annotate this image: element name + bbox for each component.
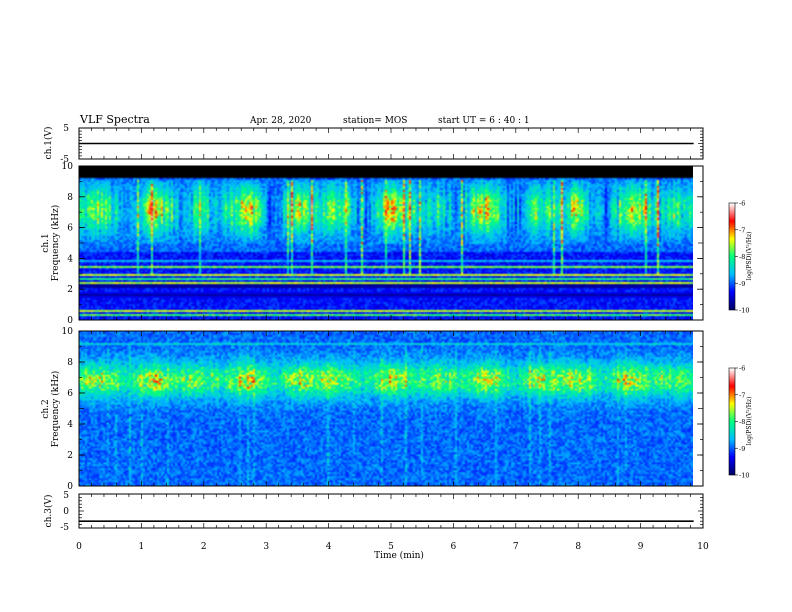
- ch2-spectrogram-yticks: 0 2 4 6 8 10: [62, 327, 703, 492]
- ch1-ytick-5: 5: [63, 124, 69, 134]
- ch1-spectrogram-image: [79, 166, 693, 320]
- colorbar-tick-label: -10: [739, 307, 749, 315]
- ch2-colorbar-gradient: [729, 368, 735, 475]
- ch2-colorbar-label: log(PSD)(V²/Hz): [746, 397, 753, 446]
- y-tick-label: 8: [67, 358, 73, 368]
- ch1-waveform-panel: 5 -5 ch.1(V): [43, 124, 704, 165]
- x-tick-label: 6: [451, 542, 457, 552]
- y-tick-label: 2: [67, 285, 73, 295]
- colorbar-tick-label: -9: [739, 280, 745, 288]
- ch3-ytick-0: 0: [63, 507, 69, 517]
- y-tick-label: 8: [67, 193, 73, 203]
- colorbar-tick-label: -7: [739, 226, 745, 234]
- ch2-colorbar: -6 -7 -8 -9 -10 log(PSD)(V²/Hz): [728, 365, 753, 480]
- x-tick-label: 7: [513, 542, 519, 552]
- x-tick-label: 10: [697, 542, 709, 552]
- y-tick-label: 4: [67, 254, 73, 264]
- ch2-colorbar-ticks: -6 -7 -8 -9 -10: [735, 365, 749, 480]
- x-tick-label: 2: [201, 542, 207, 552]
- ch1-colorbar-label: log(PSD)(V²/Hz): [746, 232, 753, 281]
- x-tick-label: 0: [76, 542, 82, 552]
- ch1-colorbar-ticks: -6 -7 -8 -9 -10: [735, 200, 749, 315]
- ch2-frequency-ylabel: Frequency (kHz): [50, 371, 61, 448]
- y-tick-label: 10: [62, 162, 74, 172]
- x-tick-label: 9: [638, 542, 644, 552]
- ch2-spectrogram-ticks: [78, 330, 704, 487]
- station-label: station= MOS: [343, 116, 407, 126]
- colorbar-tick-label: -10: [739, 472, 749, 480]
- ch2-spectrogram-channel-label: ch.2: [41, 399, 51, 418]
- date-label: Apr. 28, 2020: [249, 116, 312, 126]
- ch2-spectrogram-panel: 0 2 4 6 8 10 ch.2 Frequency (kHz): [41, 327, 704, 492]
- ch1-spectrogram-panel: 0 2 4 6 8 10 ch.1 Frequency (kHz): [41, 162, 704, 326]
- ch1-colorbar-gradient: [729, 203, 735, 310]
- x-axis-label: Time (min): [374, 550, 424, 561]
- x-tick-label: 3: [263, 542, 269, 552]
- colorbar-tick-label: -6: [739, 200, 745, 208]
- x-tick-label: 5: [388, 542, 394, 552]
- y-tick-label: 6: [67, 389, 73, 399]
- ch1-frequency-ylabel: Frequency (kHz): [50, 205, 61, 282]
- x-axis-tick-labels: 0 1 2 3 4 5 6 7 8 9 10: [76, 542, 709, 552]
- ch1-spectrogram-channel-label: ch.1: [41, 233, 51, 252]
- y-tick-label: 4: [67, 420, 73, 430]
- ch1-spectrogram-yticks: 0 2 4 6 8 10: [62, 162, 703, 326]
- y-tick-label: 0: [67, 482, 73, 492]
- y-tick-label: 2: [67, 451, 73, 461]
- ch1-colorbar: -6 -7 -8 -9 -10 log(PSD)(V²/Hz): [728, 200, 753, 315]
- figure-title: VLF Spectra: [79, 113, 150, 126]
- ch3-waveform-panel: 5 0 -5 ch.3(V): [43, 491, 704, 533]
- x-tick-label: 1: [139, 542, 145, 552]
- ch1-waveform-ylabel: ch.1(V): [43, 127, 54, 160]
- ch3-waveform-ticks: [78, 493, 704, 529]
- colorbar-tick-label: -7: [739, 391, 745, 399]
- ch1-ytick-neg5: -5: [60, 155, 69, 165]
- colorbar-tick-label: -8: [739, 418, 745, 426]
- colorbar-tick-label: -9: [739, 445, 745, 453]
- start-ut-label: start UT = 6 : 40 : 1: [438, 116, 530, 126]
- x-tick-label: 4: [326, 542, 332, 552]
- ch3-ytick-neg5: -5: [60, 523, 69, 533]
- ch2-spectrogram-image: [79, 331, 693, 486]
- y-tick-label: 0: [67, 316, 73, 326]
- ch3-ytick-5: 5: [63, 491, 69, 501]
- y-tick-label: 6: [67, 224, 73, 234]
- ch3-waveform-ylabel: ch.3(V): [43, 495, 54, 528]
- colorbar-tick-label: -6: [739, 365, 745, 373]
- ch1-waveform-ticks: [78, 127, 704, 160]
- colorbar-tick-label: -8: [739, 253, 745, 261]
- ch3-waveform-frame: [78, 493, 704, 529]
- y-tick-label: 10: [62, 327, 74, 337]
- x-tick-label: 8: [575, 542, 581, 552]
